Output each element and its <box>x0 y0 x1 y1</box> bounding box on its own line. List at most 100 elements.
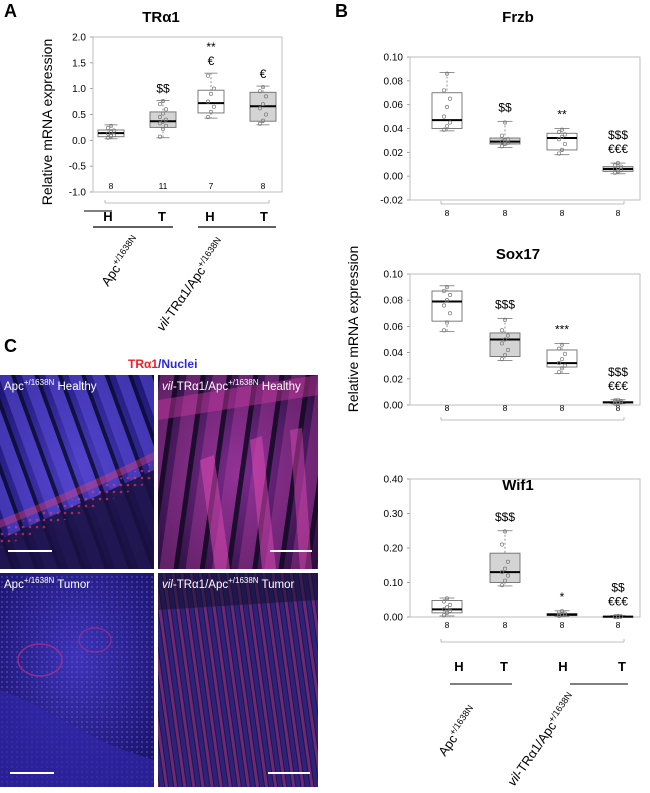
sample-size-label: 11 <box>159 181 168 191</box>
chart-title: TRα1 <box>142 9 180 26</box>
data-point <box>502 566 508 571</box>
data-point <box>205 115 211 120</box>
box-iqr <box>431 92 463 129</box>
data-point <box>160 99 166 104</box>
genotype-vil-b: vil-TRα1/Apc+/1638N <box>503 690 579 788</box>
data-point <box>163 107 169 112</box>
box-3 <box>546 342 578 375</box>
sample-size-label: 8 <box>503 208 508 218</box>
sample-size-label: 8 <box>503 620 508 630</box>
y-tick-label: -1.0 <box>69 188 87 199</box>
data-point <box>441 127 447 132</box>
plot-frame <box>409 478 641 618</box>
panel-letter-b: B <box>335 1 348 21</box>
panel-letter-c: C <box>4 336 17 356</box>
box-iqr <box>431 290 463 322</box>
data-point <box>559 357 565 362</box>
data-point <box>260 118 266 123</box>
label-t-apc: T <box>158 209 166 224</box>
significance-label: € <box>260 67 267 81</box>
data-point <box>441 599 447 604</box>
significance-label: ** <box>206 40 216 54</box>
y-tick-label: 0.20 <box>384 544 404 555</box>
y-tick-label: 0.04 <box>384 348 404 359</box>
data-point <box>559 342 565 347</box>
data-point <box>160 126 166 132</box>
data-point <box>502 337 508 342</box>
data-point <box>163 117 169 122</box>
group-labels-a: H T H T Apc+/1638N vil-TRα1/Apc+/1638N <box>84 209 276 334</box>
micrograph-legend: TRα1/Nuclei <box>128 357 197 371</box>
genotype-apc-a: Apc+/1638N <box>97 233 143 289</box>
data-point <box>556 361 562 366</box>
data-point <box>447 292 453 298</box>
label-apc-healthy: Apc+/1638N Healthy <box>4 378 97 393</box>
data-point <box>160 119 166 124</box>
y-tick-label: 0.02 <box>384 374 404 385</box>
significance-label: *** <box>555 322 569 336</box>
genotype-vil-mid: -TRα1/Apc <box>160 264 208 324</box>
data-point <box>211 86 217 91</box>
data-point <box>263 112 269 117</box>
label-apc-tumor: Apc+/1638N Tumor <box>4 576 90 591</box>
data-point <box>208 91 214 96</box>
y-tick-label: 0.0 <box>72 136 86 147</box>
data-point <box>108 123 114 128</box>
data-point <box>559 609 565 614</box>
data-point <box>263 94 269 99</box>
box-4 <box>602 397 634 406</box>
label-h-vil: H <box>205 209 214 224</box>
data-point <box>257 89 263 94</box>
data-point <box>444 605 450 610</box>
y-tick-label: 0.02 <box>384 148 404 159</box>
chart-title: Frzb <box>502 9 534 26</box>
genotype-apc-base: Apc <box>435 731 460 758</box>
box-2 <box>489 120 521 149</box>
data-point <box>499 357 505 362</box>
box-1 <box>431 71 463 132</box>
significance-label: $$ <box>611 581 625 595</box>
significance-label: ** <box>557 108 567 122</box>
chart-frzb: Frzb 0.10 0.08 0.06 0.04 0.02 0.00 -0.02 $$ ** $$… <box>380 9 641 218</box>
significance-label: $$$ <box>495 510 515 524</box>
data-point <box>444 320 450 325</box>
label-t-apc-b: T <box>500 659 508 674</box>
y-tick-label: 0.10 <box>384 578 404 589</box>
box-3 <box>546 127 578 156</box>
y-tick-label: 0.04 <box>384 124 404 135</box>
plot-frame <box>409 56 641 201</box>
significance-label: $$$ <box>495 298 515 312</box>
y-tick-label: 0.5 <box>72 110 86 121</box>
sample-size-label: 8 <box>616 620 621 630</box>
data-point <box>499 341 505 346</box>
data-point <box>441 288 447 294</box>
label-h-apc: H <box>103 209 112 224</box>
y-tick-label: 0.00 <box>384 613 404 624</box>
data-point <box>447 120 453 125</box>
genotype-apc-b: Apc+/1638N <box>434 703 480 759</box>
data-point <box>111 128 117 133</box>
label-h-vil-b: H <box>558 659 567 674</box>
box-iqr <box>489 332 521 357</box>
genotype-apc-sup: +/1638N <box>447 703 475 737</box>
data-point <box>205 73 211 78</box>
micrograph-apc-tumor <box>0 573 154 787</box>
y-axis-label: Relative mRNA expression <box>39 39 55 206</box>
genotype-vil-a: vil-TRα1/Apc+/1638N <box>152 235 228 333</box>
data-point <box>444 285 450 290</box>
legend-tra1: TRα1 <box>128 357 158 371</box>
data-point <box>559 134 565 139</box>
label-t-vil: T <box>260 209 268 224</box>
genotype-apc-sup: +/1638N <box>110 233 138 267</box>
data-point <box>502 529 508 534</box>
y-tick-label: -0.02 <box>380 196 403 207</box>
panel-letter-a: A <box>4 1 17 21</box>
data-point <box>556 151 562 156</box>
data-point <box>499 328 505 333</box>
data-point <box>444 610 450 615</box>
y-tick-label: 0.00 <box>384 401 404 412</box>
significance-label: $$ <box>498 100 512 114</box>
data-point <box>505 347 511 353</box>
y-tick-label: -0.5 <box>69 162 87 173</box>
